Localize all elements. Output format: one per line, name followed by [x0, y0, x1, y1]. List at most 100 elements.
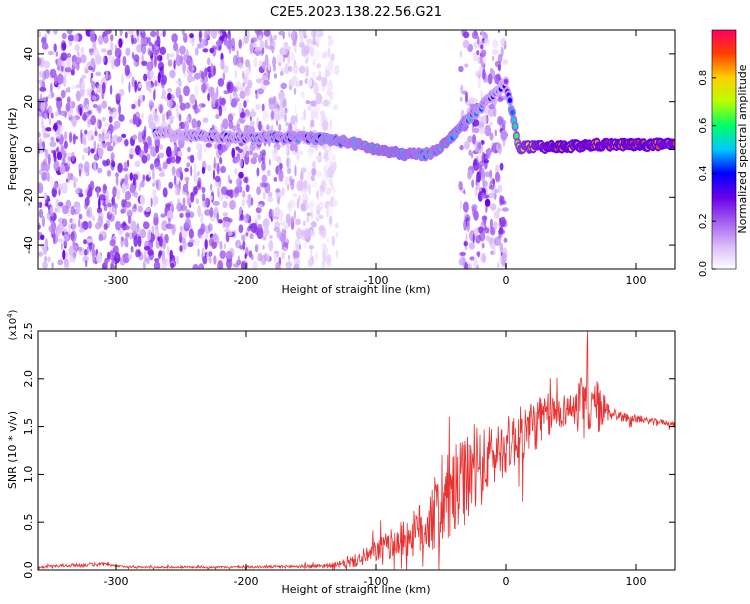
noise-blob: [174, 142, 178, 154]
noise-blob: [481, 115, 488, 125]
noise-blob: [311, 71, 316, 80]
noise-blob: [316, 204, 321, 213]
noise-blob: [219, 240, 223, 250]
noise-blob: [238, 171, 244, 179]
noise-blob: [166, 52, 170, 61]
noise-blob: [329, 99, 332, 106]
noise-blob: [500, 195, 505, 205]
noise-blob: [312, 58, 316, 67]
noise-blob: [223, 166, 226, 172]
noise-blob: [57, 259, 64, 266]
noise-blob: [188, 199, 191, 205]
noise-blob: [481, 168, 485, 179]
noise-blob: [150, 146, 157, 157]
noise-blob: [256, 186, 261, 196]
noise-blob: [460, 96, 463, 102]
noise-blob: [66, 30, 73, 35]
noise-blob: [303, 241, 307, 249]
noise-blob: [78, 213, 83, 220]
snr-x-tick-label: -200: [234, 575, 259, 588]
noise-blob: [61, 218, 68, 227]
noise-blob: [124, 201, 132, 208]
noise-blob: [497, 30, 500, 33]
noise-blob: [114, 44, 118, 50]
ridge-point: [512, 123, 518, 130]
noise-blob: [97, 35, 104, 45]
noise-blob: [229, 200, 236, 210]
noise-blob: [174, 175, 177, 185]
noise-blob: [200, 212, 204, 224]
noise-blob: [62, 249, 66, 260]
noise-blob: [493, 189, 500, 194]
noise-blob: [63, 260, 70, 269]
ridge-point: [507, 97, 513, 104]
noise-blob: [312, 160, 316, 169]
noise-blob: [121, 199, 126, 208]
noise-blob: [84, 129, 88, 135]
noise-blob: [38, 224, 42, 229]
noise-blob: [263, 30, 271, 37]
noise-blob: [245, 150, 249, 158]
noise-blob: [43, 163, 50, 172]
noise-blob: [152, 195, 158, 207]
noise-blob: [112, 107, 118, 120]
noise-blob: [96, 118, 99, 129]
noise-blob: [97, 207, 102, 214]
noise-blob: [48, 105, 53, 115]
noise-blob: [135, 249, 140, 258]
noise-blob: [95, 71, 102, 77]
noise-blob: [243, 100, 247, 108]
noise-blob: [249, 145, 254, 155]
noise-blob: [238, 224, 244, 233]
noise-blob: [492, 178, 495, 187]
noise-blob: [241, 261, 246, 269]
noise-blob: [90, 57, 95, 68]
noise-blob: [207, 164, 212, 172]
snr-x-tick-label: 0: [503, 575, 510, 588]
noise-blob: [223, 65, 229, 74]
noise-blob: [316, 155, 323, 160]
noise-blob: [215, 114, 220, 119]
noise-blob: [107, 55, 115, 64]
noise-blob: [109, 250, 114, 261]
noise-blob: [124, 31, 128, 39]
noise-blob: [66, 96, 71, 104]
noise-blob: [190, 192, 195, 203]
noise-blob: [307, 202, 315, 211]
ridge-point: [514, 133, 519, 139]
noise-blob: [280, 82, 288, 90]
noise-blob: [110, 34, 114, 42]
snr-y-label: SNR (10 * v/v): [6, 411, 19, 489]
noise-blob: [295, 218, 301, 226]
noise-blob: [189, 60, 195, 72]
noise-blob: [139, 228, 146, 239]
noise-blob: [143, 73, 148, 82]
noise-blob: [110, 152, 115, 161]
noise-blob: [178, 113, 182, 122]
noise-blob: [245, 98, 250, 103]
noise-blob: [184, 217, 191, 229]
noise-blob: [302, 180, 310, 191]
noise-blob: [182, 197, 186, 206]
noise-blob: [201, 82, 207, 94]
noise-blob: [294, 164, 297, 177]
noise-blob: [142, 174, 146, 182]
snr-series-line: [38, 331, 675, 570]
noise-blob: [208, 256, 212, 264]
noise-blob: [326, 237, 329, 243]
noise-blob: [500, 46, 504, 57]
noise-blob: [242, 240, 246, 251]
noise-blob: [192, 263, 199, 269]
noise-blob: [213, 255, 217, 265]
noise-blob: [45, 96, 49, 103]
noise-blob: [334, 64, 340, 76]
noise-blob: [182, 241, 187, 250]
noise-blob: [326, 254, 331, 263]
noise-blob: [93, 160, 97, 173]
noise-blob: [503, 237, 508, 243]
noise-blob: [335, 222, 339, 229]
noise-blob: [198, 263, 205, 269]
noise-blob: [88, 109, 93, 116]
noise-blob: [184, 167, 189, 172]
